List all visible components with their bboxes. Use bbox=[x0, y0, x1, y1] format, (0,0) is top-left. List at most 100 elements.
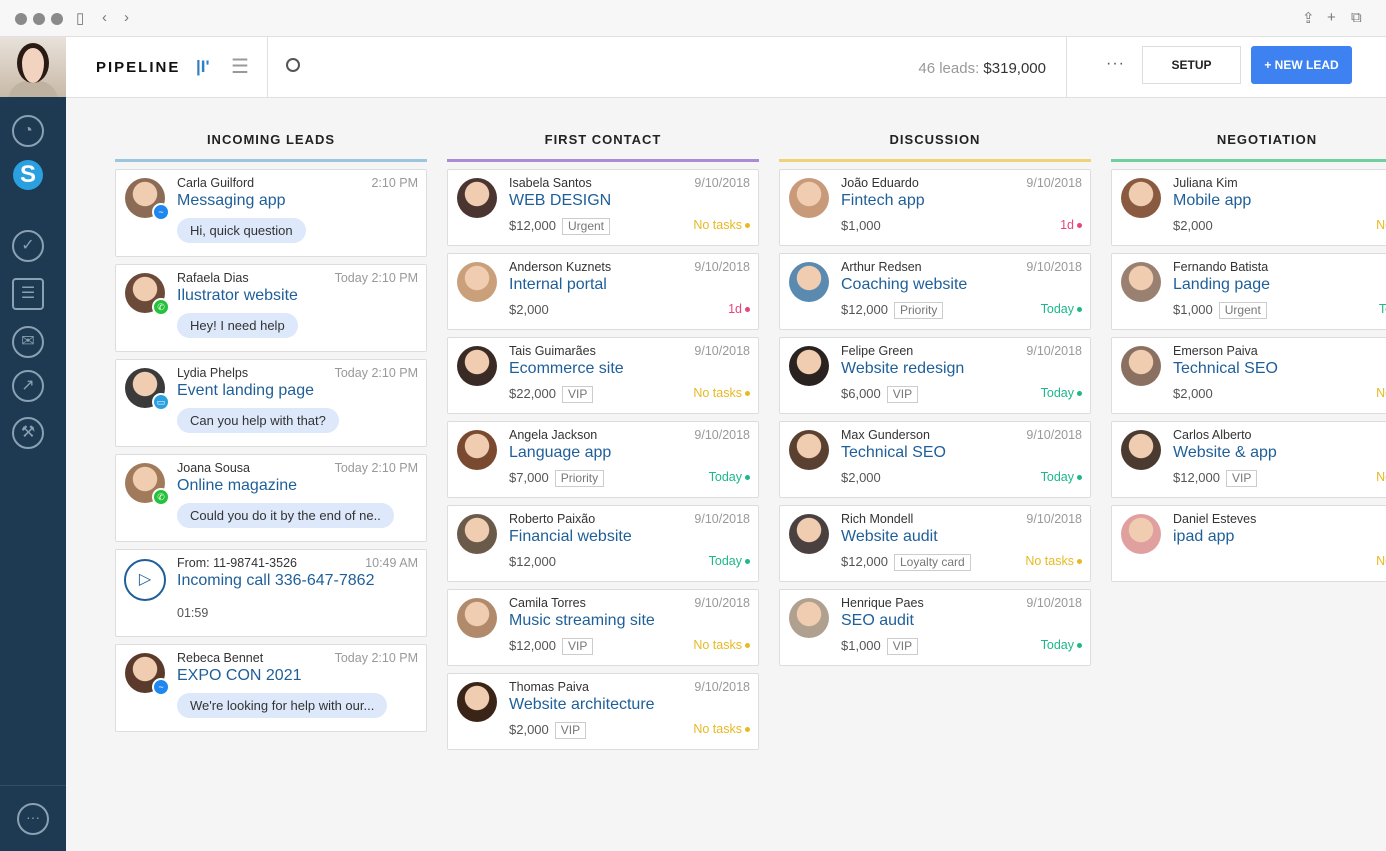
play-recording-icon[interactable]: ▷ bbox=[124, 559, 166, 601]
task-status-label: Today bbox=[1040, 470, 1074, 484]
lead-title[interactable]: Incoming call 336-647-7862 bbox=[177, 572, 375, 589]
card-time: 9/10/2018 bbox=[1026, 176, 1082, 190]
task-status-label: No ta bbox=[1376, 386, 1386, 400]
lead-card[interactable]: ✆ Joana Sousa Today 2:10 PM Online magazine… bbox=[115, 454, 427, 542]
contacts-list-icon[interactable]: ☰ bbox=[12, 278, 44, 310]
list-view-icon[interactable]: ☰ bbox=[231, 56, 249, 78]
lead-card[interactable]: Daniel Esteves9/10/ipad appNo ta bbox=[1111, 505, 1386, 582]
user-avatar[interactable] bbox=[0, 37, 66, 97]
lead-card[interactable]: ✆ Rafaela Dias Today 2:10 PM Ilustrator web… bbox=[115, 264, 427, 352]
lead-title[interactable]: Financial website bbox=[509, 528, 632, 545]
lead-title[interactable]: Website redesign bbox=[841, 360, 965, 377]
inbox-icon[interactable]: ✉ bbox=[12, 326, 44, 358]
lead-title[interactable]: ipad app bbox=[1173, 528, 1235, 545]
divider bbox=[267, 37, 268, 97]
avatar bbox=[457, 178, 497, 218]
lead-card[interactable]: Max Gunderson 9/10/2018 Technical SEO $2,00… bbox=[779, 421, 1091, 498]
lead-card[interactable]: Henrique Paes 9/10/2018 SEO audit $1,000 VIP… bbox=[779, 589, 1091, 666]
lead-title[interactable]: Fintech app bbox=[841, 192, 925, 209]
call-duration: 01:59 bbox=[177, 606, 209, 620]
lead-title[interactable]: Website & app bbox=[1173, 444, 1277, 461]
chat-icon[interactable]: ··· bbox=[17, 803, 49, 835]
lead-title[interactable]: Website audit bbox=[841, 528, 938, 545]
lead-card[interactable]: ~ Rebeca Bennet Today 2:10 PM EXPO CON 2021… bbox=[115, 644, 427, 732]
lead-card[interactable]: Camila Torres 9/10/2018 Music streaming si… bbox=[447, 589, 759, 666]
status-dot bbox=[745, 475, 750, 481]
lead-title[interactable]: SEO audit bbox=[841, 612, 914, 629]
lead-card[interactable]: Juliana Kim9/10/Mobile app$2,000No ta bbox=[1111, 169, 1386, 246]
lead-card[interactable]: Rich Mondell 9/10/2018 Website audit $12,00… bbox=[779, 505, 1091, 582]
lead-title[interactable]: Website architecture bbox=[509, 696, 655, 713]
dashboard-icon[interactable]: ◔ bbox=[12, 115, 44, 147]
contact-name: Daniel Esteves bbox=[1173, 512, 1257, 526]
lead-title[interactable]: Coaching website bbox=[841, 276, 968, 293]
lead-card[interactable]: Anderson Kuznets 9/10/2018 Internal portal… bbox=[447, 253, 759, 330]
lead-title[interactable]: Music streaming site bbox=[509, 612, 655, 629]
lead-title[interactable]: Event landing page bbox=[177, 382, 314, 399]
avatar bbox=[457, 262, 497, 302]
lead-card[interactable]: João Eduardo 9/10/2018 Fintech app $1,000 1d bbox=[779, 169, 1091, 246]
lead-value: $7,000 bbox=[509, 470, 549, 485]
contact-name: Anderson Kuznets bbox=[509, 260, 612, 274]
new-lead-button[interactable]: + NEW LEAD bbox=[1251, 46, 1352, 84]
task-status-label: 1d bbox=[728, 302, 742, 316]
lead-card[interactable]: Isabela Santos 9/10/2018 WEB DESIGN $12,000… bbox=[447, 169, 759, 246]
share-icon[interactable]: ⇪ bbox=[1302, 10, 1315, 27]
lead-title[interactable]: Online magazine bbox=[177, 477, 298, 494]
lead-card[interactable]: Tais Guimarães 9/10/2018 Ecommerce site $22… bbox=[447, 337, 759, 414]
lead-title[interactable]: WEB DESIGN bbox=[509, 192, 612, 209]
lead-card[interactable]: Carlos Alberto9/10/Website & app$12,000V… bbox=[1111, 421, 1386, 498]
task-status-label: No ta bbox=[1376, 470, 1386, 484]
lead-title[interactable]: Landing page bbox=[1173, 276, 1270, 293]
lead-value: $6,000 bbox=[841, 386, 881, 401]
tabs-overview-icon[interactable]: ⧉ bbox=[1351, 9, 1362, 26]
more-options-icon[interactable]: ··· bbox=[1106, 55, 1125, 72]
lead-card[interactable]: Roberto Paixão 9/10/2018 Financial website… bbox=[447, 505, 759, 582]
lead-title[interactable]: Ecommerce site bbox=[509, 360, 624, 377]
status-dot bbox=[1077, 559, 1082, 565]
close-window-button[interactable] bbox=[15, 13, 27, 25]
avatar bbox=[789, 262, 829, 302]
minimize-window-button[interactable] bbox=[33, 13, 45, 25]
settings-wrench-icon[interactable]: ⚒ bbox=[12, 417, 44, 449]
task-status-label: No tasks bbox=[693, 638, 742, 652]
lead-card[interactable]: Thomas Paiva 9/10/2018 Website architectur… bbox=[447, 673, 759, 750]
search-icon[interactable] bbox=[286, 58, 300, 72]
forward-icon[interactable]: › bbox=[124, 9, 129, 26]
lead-value: $2,000 bbox=[1173, 218, 1213, 233]
lead-tag: Urgent bbox=[562, 218, 611, 235]
lead-title[interactable]: Technical SEO bbox=[1173, 360, 1278, 377]
tasks-icon[interactable]: ✓ bbox=[12, 230, 44, 262]
lead-tag: VIP bbox=[1226, 470, 1258, 487]
reports-icon[interactable]: ↗ bbox=[12, 370, 44, 402]
lead-title[interactable]: Mobile app bbox=[1173, 192, 1252, 209]
back-icon[interactable]: ‹ bbox=[102, 9, 107, 26]
lead-title[interactable]: Technical SEO bbox=[841, 444, 946, 461]
status-dot bbox=[1077, 475, 1082, 481]
lead-title[interactable]: EXPO CON 2021 bbox=[177, 667, 302, 684]
lead-title[interactable]: Language app bbox=[509, 444, 612, 461]
lead-card[interactable]: ▭ Lydia Phelps Today 2:10 PM Event landing … bbox=[115, 359, 427, 447]
kanban-view-icon[interactable]: |I' bbox=[196, 57, 210, 76]
setup-button[interactable]: SETUP bbox=[1142, 46, 1241, 84]
lead-card[interactable]: Arthur Redsen 9/10/2018 Coaching website $1… bbox=[779, 253, 1091, 330]
lead-card[interactable]: ▷ From: 11-98741-3526 10:49 AM Incoming cal… bbox=[115, 549, 427, 637]
lead-value: $2,000 bbox=[1173, 386, 1213, 401]
lead-title[interactable]: Messaging app bbox=[177, 192, 286, 209]
lead-title[interactable]: Internal portal bbox=[509, 276, 607, 293]
pipeline-logo-icon[interactable]: S bbox=[13, 160, 43, 190]
task-status: Today bbox=[1041, 302, 1082, 316]
lead-card[interactable]: Felipe Green 9/10/2018 Website redesign $6,… bbox=[779, 337, 1091, 414]
task-status: No ta bbox=[1376, 554, 1386, 568]
contact-name: Roberto Paixão bbox=[509, 512, 596, 526]
sidebar-toggle-icon[interactable]: ▯ bbox=[76, 10, 85, 27]
lead-card[interactable]: ~ Carla Guilford 2:10 PM Messaging app Hi, q… bbox=[115, 169, 427, 257]
lead-title[interactable]: Ilustrator website bbox=[177, 287, 298, 304]
card-time: Today 2:10 PM bbox=[334, 366, 418, 380]
lead-card[interactable]: Fernando Batista9/10/Landing page$1,000U… bbox=[1111, 253, 1386, 330]
maximize-window-button[interactable] bbox=[51, 13, 63, 25]
lead-card[interactable]: Angela Jackson 9/10/2018 Language app $7,00… bbox=[447, 421, 759, 498]
task-status: Today bbox=[1041, 638, 1082, 652]
new-tab-icon[interactable]: + bbox=[1327, 9, 1336, 26]
